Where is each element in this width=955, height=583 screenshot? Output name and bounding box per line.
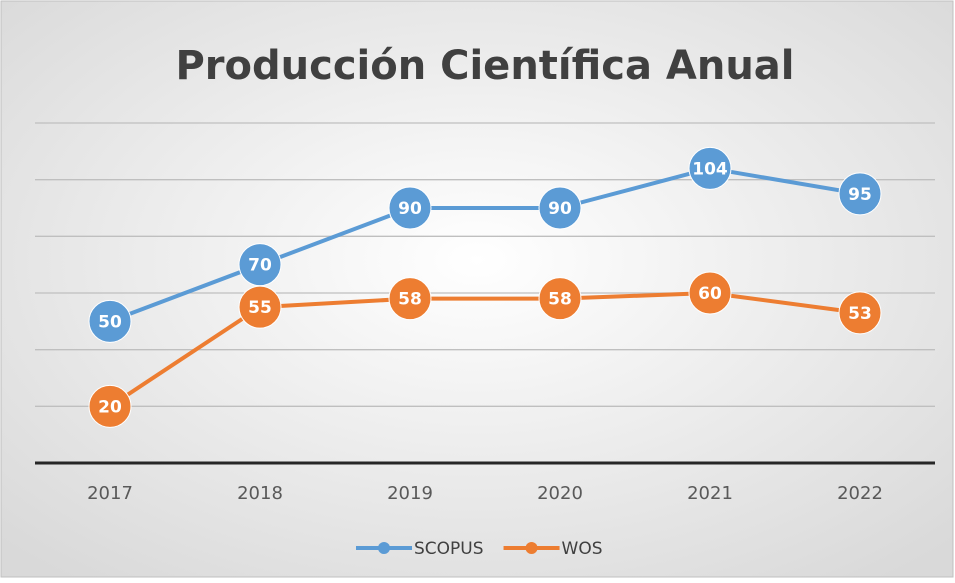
data-label: 20 [98, 397, 122, 417]
data-label: 58 [398, 290, 422, 310]
data-label: 60 [698, 284, 722, 304]
x-tick-label: 2022 [837, 483, 883, 504]
data-point [88, 299, 132, 343]
data-point [88, 384, 132, 428]
data-point [688, 146, 732, 190]
data-label: 90 [548, 199, 572, 219]
x-tick-label: 2017 [87, 483, 133, 504]
data-point [388, 186, 432, 230]
legend-label: WOS [562, 539, 603, 559]
data-label: 90 [398, 199, 422, 219]
legend-marker [525, 542, 538, 554]
data-point [838, 172, 882, 216]
data-label: 50 [98, 312, 122, 332]
x-tick-label: 2021 [687, 483, 733, 504]
chart-title: Producción Científica Anual [175, 43, 794, 89]
x-tick-label: 2019 [387, 483, 433, 504]
series-line [108, 291, 861, 409]
data-label: 95 [848, 185, 872, 205]
x-tick-label: 2018 [237, 483, 283, 504]
series-line [109, 166, 861, 324]
x-tick-label: 2020 [537, 483, 583, 504]
data-point [688, 271, 732, 315]
data-label: 53 [848, 304, 872, 324]
legend-marker [378, 542, 390, 554]
data-point [838, 291, 882, 335]
data-label: 55 [248, 298, 272, 318]
data-point [538, 186, 582, 230]
data-point [538, 277, 582, 321]
data-label: 104 [692, 159, 728, 179]
data-point [238, 285, 282, 329]
data-point [388, 277, 432, 321]
legend-label: SCOPUS [414, 539, 484, 559]
data-label: 70 [248, 256, 272, 276]
data-label: 58 [548, 290, 572, 310]
